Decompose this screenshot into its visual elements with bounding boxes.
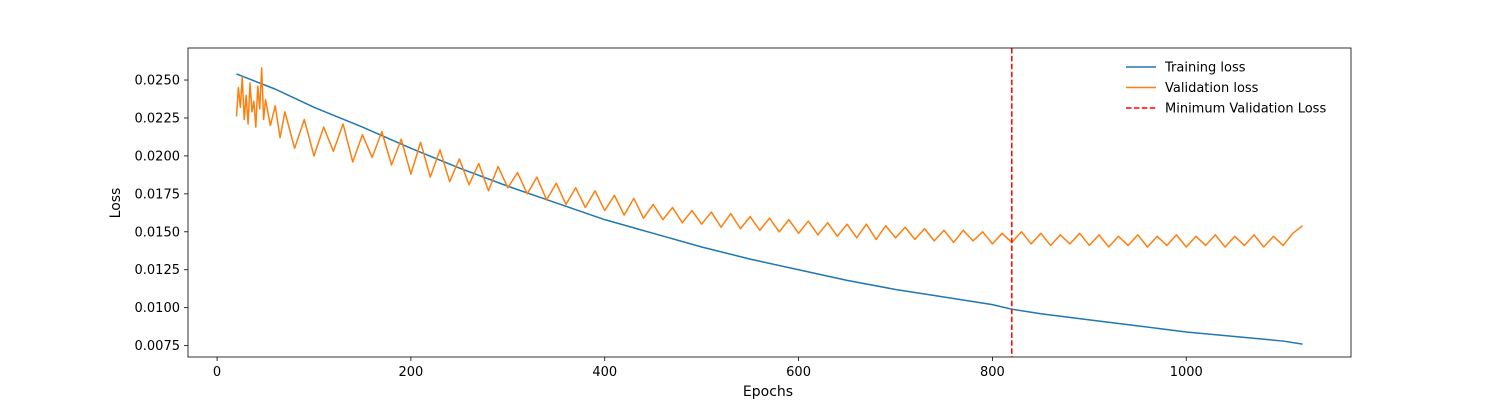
series-line-validation-loss xyxy=(235,67,1304,248)
series-group xyxy=(235,48,1304,357)
axes-frame xyxy=(187,47,1352,358)
legend-label: Minimum Validation Loss xyxy=(1165,102,1326,117)
x-tick-label: 1000 xyxy=(1170,365,1203,380)
legend-label: Training loss xyxy=(1164,61,1246,76)
axes: 0 200 400 600 800 1000 0.0075 0.0100 0.0125 0.015… xyxy=(135,47,1352,380)
legend: Training loss Validation loss Minimum Vali… xyxy=(1126,61,1326,117)
y-tick-label: 0.0200 xyxy=(135,149,181,164)
x-tick-label: 400 xyxy=(592,365,617,380)
x-tick-label: 0 xyxy=(213,365,221,380)
x-tick-label: 800 xyxy=(980,365,1005,380)
y-tick-label: 0.0250 xyxy=(135,74,181,89)
y-tick-label: 0.0175 xyxy=(135,187,181,202)
legend-label: Validation loss xyxy=(1165,81,1259,96)
plot-area xyxy=(235,48,1304,357)
y-tick-label: 0.0225 xyxy=(135,111,181,126)
y-tick-label: 0.0100 xyxy=(135,301,181,316)
y-tick-label: 0.0125 xyxy=(135,263,181,278)
series-line-training-loss xyxy=(236,73,1303,345)
y-tick-label: 0.0150 xyxy=(135,225,181,240)
x-axis-label: Epochs xyxy=(743,384,793,400)
x-tick-label: 200 xyxy=(398,365,423,380)
y-tick-label: 0.0075 xyxy=(135,339,181,354)
x-tick-label: 600 xyxy=(786,365,811,380)
y-axis-label: Loss xyxy=(108,188,124,219)
